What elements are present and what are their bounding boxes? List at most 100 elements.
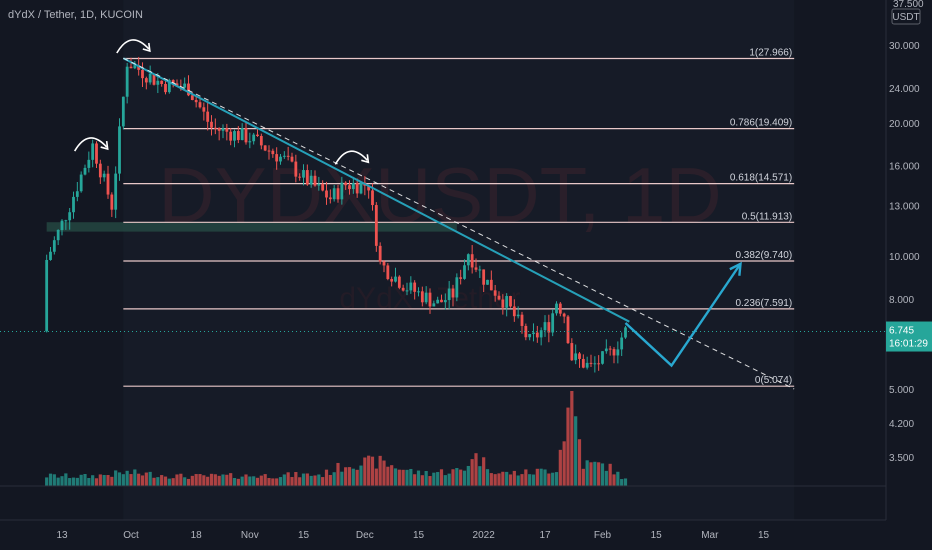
candle-body [371, 190, 374, 206]
volume-bar [558, 449, 562, 486]
fib-level-label: 0(5.074) [755, 375, 792, 386]
volume-bar [543, 469, 547, 486]
volume-bar [144, 472, 148, 486]
volume-bar [114, 470, 118, 486]
candle-body [206, 111, 210, 122]
volume-bar [171, 478, 175, 486]
volume-bar [459, 469, 463, 486]
candle-body [489, 279, 493, 291]
volume-bar [194, 474, 198, 486]
trendline [122, 57, 630, 323]
volume-bar [585, 460, 589, 486]
candle-body [129, 66, 133, 69]
x-tick-label: Feb [594, 530, 612, 541]
volume-bar [359, 465, 363, 486]
candle-body [309, 175, 313, 185]
x-tick-label: 15 [298, 530, 310, 541]
volume-bar [121, 474, 125, 486]
volume-bar [482, 457, 486, 486]
volume-bar [428, 476, 432, 486]
volume-bar [397, 469, 401, 486]
candle-body [516, 314, 520, 317]
candle-body [443, 300, 447, 303]
candle-body [459, 277, 463, 279]
candle-body [359, 182, 363, 194]
candle-body [156, 80, 160, 85]
candle-body [298, 176, 302, 178]
volume-bar [64, 473, 68, 486]
volume-bar [623, 478, 628, 486]
volume-bar [528, 474, 532, 486]
candle-body [144, 78, 148, 83]
volume-bar [179, 473, 183, 486]
volume-bar [367, 455, 371, 486]
candle-body [593, 363, 597, 365]
candle-body [482, 269, 486, 285]
candle-body [463, 265, 466, 279]
candle-body [493, 290, 497, 296]
candle-body [183, 83, 187, 88]
volume-bar [447, 473, 451, 486]
candle-body [190, 95, 194, 100]
candle-body [558, 303, 562, 314]
volume-bar [286, 472, 290, 486]
candle-body [137, 65, 141, 70]
candle-body [509, 296, 512, 307]
candle-body [164, 83, 167, 93]
candle-body [217, 127, 221, 131]
volume-bar [313, 475, 317, 486]
volume-bar [321, 477, 325, 486]
x-tick-label: 18 [191, 530, 203, 541]
candle-body [451, 288, 455, 298]
volume-bar [405, 469, 409, 486]
candle-body [566, 316, 570, 344]
volume-bar [133, 469, 137, 486]
projection-arrowhead [729, 261, 742, 276]
candle-body [532, 332, 535, 334]
volume-bar [278, 477, 283, 486]
volume-bar [209, 473, 214, 486]
volume-bar [83, 473, 87, 486]
candle-body [187, 83, 190, 96]
candle-body [79, 174, 83, 192]
curved-arrow-line [334, 150, 368, 165]
volume-bar [298, 477, 302, 486]
volume-bar [355, 469, 359, 486]
volume-bar [420, 475, 424, 486]
volume-bar [324, 469, 329, 486]
y-tick-label: 37.500 [893, 0, 924, 10]
volume-bar [439, 469, 444, 486]
candle-body [470, 254, 474, 268]
candle-body [125, 66, 129, 97]
volume-bar [501, 471, 505, 486]
candle-body [612, 349, 616, 356]
candle-body [160, 80, 164, 84]
candle-body [110, 194, 114, 210]
volume-bar [275, 478, 279, 486]
candle-body [466, 254, 470, 266]
volume-bar [137, 473, 141, 486]
curved-arrow-annotation [334, 150, 370, 165]
x-tick-label: Oct [123, 530, 139, 541]
candle-body [240, 128, 244, 141]
volume-bar [186, 478, 191, 486]
candle-body [91, 143, 95, 160]
candle-body [256, 134, 259, 137]
candle-body [378, 245, 382, 262]
x-tick-label: 2022 [473, 530, 496, 541]
candle-body [585, 362, 589, 368]
time-axis [0, 520, 886, 550]
candle-body [328, 197, 332, 200]
candle-body [551, 313, 555, 333]
volume-bar [248, 476, 252, 486]
curved-arrow-line [73, 137, 108, 152]
candle-body [248, 141, 252, 143]
volume-bar [562, 441, 566, 486]
candle-body [420, 291, 424, 303]
volume-bar [508, 474, 513, 486]
candle-body [45, 259, 49, 332]
candle-body [486, 279, 489, 285]
symbol-title[interactable]: dYdX / Tether, 1D, KUCOIN [8, 9, 143, 21]
volume-bar [271, 478, 275, 486]
